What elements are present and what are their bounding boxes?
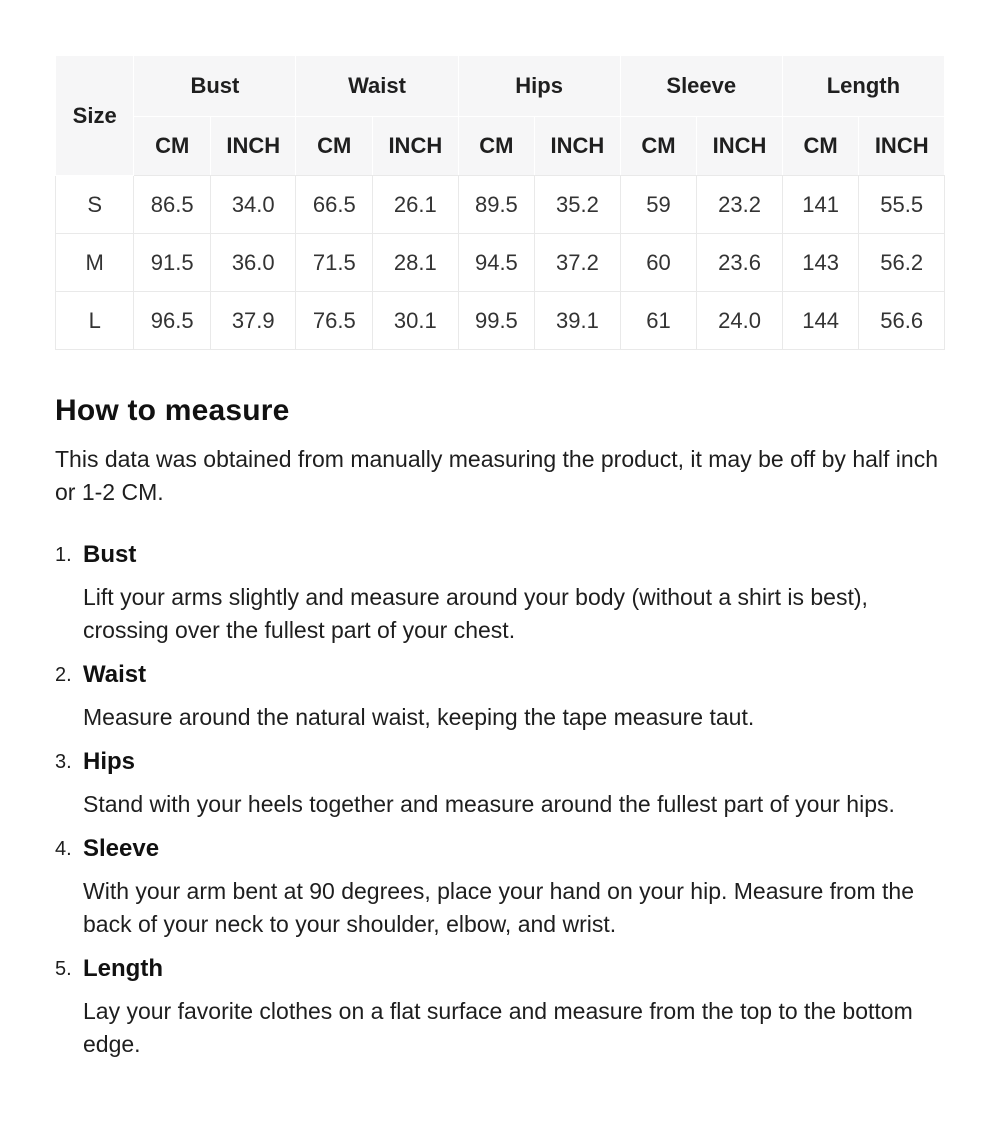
step-number: 5.	[55, 958, 72, 980]
unit-header-inch: INCH	[209, 116, 297, 176]
table-row-size-l: L 96.5 37.9 76.5 30.1 99.5 39.1 61 24.0 …	[54, 291, 945, 350]
step-term: Hips	[83, 748, 136, 775]
measure-step-length: 5. Length Lay your favorite clothes on a…	[55, 952, 945, 1061]
step-number: 1.	[55, 544, 72, 566]
value-cell: 37.2	[534, 233, 621, 292]
value-cell: 24.0	[696, 291, 783, 350]
value-cell: 76.5	[295, 291, 374, 350]
group-header-sleeve: Sleeve	[619, 55, 783, 117]
value-cell: 143	[781, 233, 860, 292]
step-number: 3.	[55, 751, 72, 773]
value-cell: 94.5	[457, 233, 536, 292]
step-term: Bust	[83, 541, 137, 568]
size-cell: S	[54, 175, 135, 234]
step-description: Stand with your heels together and measu…	[83, 791, 895, 817]
value-cell: 35.2	[534, 175, 621, 234]
unit-header-cm: CM	[781, 116, 860, 176]
table-row-size-m: M 91.5 36.0 71.5 28.1 94.5 37.2 60 23.6 …	[54, 233, 945, 292]
value-cell: 96.5	[133, 291, 211, 350]
size-guide-page: Size Bust Waist Hips Sleeve Length CM IN…	[54, 55, 946, 1061]
value-cell: 91.5	[133, 233, 211, 292]
unit-header-inch: INCH	[534, 116, 621, 176]
value-cell: 99.5	[457, 291, 536, 350]
unit-header-cm: CM	[457, 116, 536, 176]
value-cell: 55.5	[858, 175, 945, 234]
step-number: 4.	[55, 838, 72, 860]
step-description: Lay your favorite clothes on a flat surf…	[83, 998, 913, 1057]
unit-header-inch: INCH	[372, 116, 459, 176]
step-description: Lift your arms slightly and measure arou…	[83, 584, 868, 643]
step-term: Waist	[83, 661, 147, 688]
measure-step-sleeve: 4. Sleeve With your arm bent at 90 degre…	[55, 832, 945, 941]
group-header-bust: Bust	[133, 55, 297, 117]
value-cell: 71.5	[295, 233, 374, 292]
value-cell: 23.6	[696, 233, 783, 292]
measure-step-waist: 2. Waist Measure around the natural wais…	[55, 658, 945, 734]
value-cell: 59	[619, 175, 698, 234]
group-header-hips: Hips	[457, 55, 621, 117]
size-cell: M	[54, 233, 135, 292]
value-cell: 141	[781, 175, 860, 234]
unit-header-inch: INCH	[696, 116, 783, 176]
unit-header-inch: INCH	[858, 116, 945, 176]
section-title: How to measure	[55, 394, 290, 427]
value-cell: 39.1	[534, 291, 621, 350]
value-cell: 26.1	[372, 175, 459, 234]
unit-header-cm: CM	[295, 116, 374, 176]
value-cell: 37.9	[209, 291, 297, 350]
value-cell: 89.5	[457, 175, 536, 234]
measure-step-hips: 3. Hips Stand with your heels together a…	[55, 745, 945, 821]
how-to-measure-section: How to measure This data was obtained fr…	[55, 394, 945, 1061]
size-chart-table: Size Bust Waist Hips Sleeve Length CM IN…	[54, 55, 946, 350]
unit-header-cm: CM	[133, 116, 211, 176]
value-cell: 86.5	[133, 175, 211, 234]
intro-text: This data was obtained from manually mea…	[55, 446, 938, 505]
table-row-size-s: S 86.5 34.0 66.5 26.1 89.5 35.2 59 23.2 …	[54, 175, 945, 234]
step-number: 2.	[55, 664, 72, 686]
unit-header-row: CM INCH CM INCH CM INCH CM INCH CM INCH	[56, 116, 945, 176]
value-cell: 66.5	[295, 175, 374, 234]
value-cell: 36.0	[209, 233, 297, 292]
value-cell: 56.6	[858, 291, 945, 350]
value-cell: 34.0	[209, 175, 297, 234]
value-cell: 56.2	[858, 233, 945, 292]
value-cell: 23.2	[696, 175, 783, 234]
value-cell: 144	[781, 291, 860, 350]
value-cell: 30.1	[372, 291, 459, 350]
group-header-row: Size Bust Waist Hips Sleeve Length	[54, 55, 946, 176]
value-cell: 61	[619, 291, 698, 350]
group-header-waist: Waist	[295, 55, 459, 117]
size-column-header: Size	[54, 55, 135, 176]
step-term: Sleeve	[83, 835, 160, 862]
measure-step-bust: 1. Bust Lift your arms slightly and meas…	[55, 538, 945, 647]
group-header-length: Length	[781, 55, 946, 117]
step-description: With your arm bent at 90 degrees, place …	[83, 878, 914, 937]
step-description: Measure around the natural waist, keepin…	[83, 704, 755, 730]
value-cell: 60	[619, 233, 698, 292]
measure-steps-list: 1. Bust Lift your arms slightly and meas…	[55, 538, 945, 1061]
unit-header-cm: CM	[619, 116, 698, 176]
value-cell: 28.1	[372, 233, 459, 292]
step-term: Length	[83, 955, 163, 982]
size-cell: L	[54, 291, 135, 350]
